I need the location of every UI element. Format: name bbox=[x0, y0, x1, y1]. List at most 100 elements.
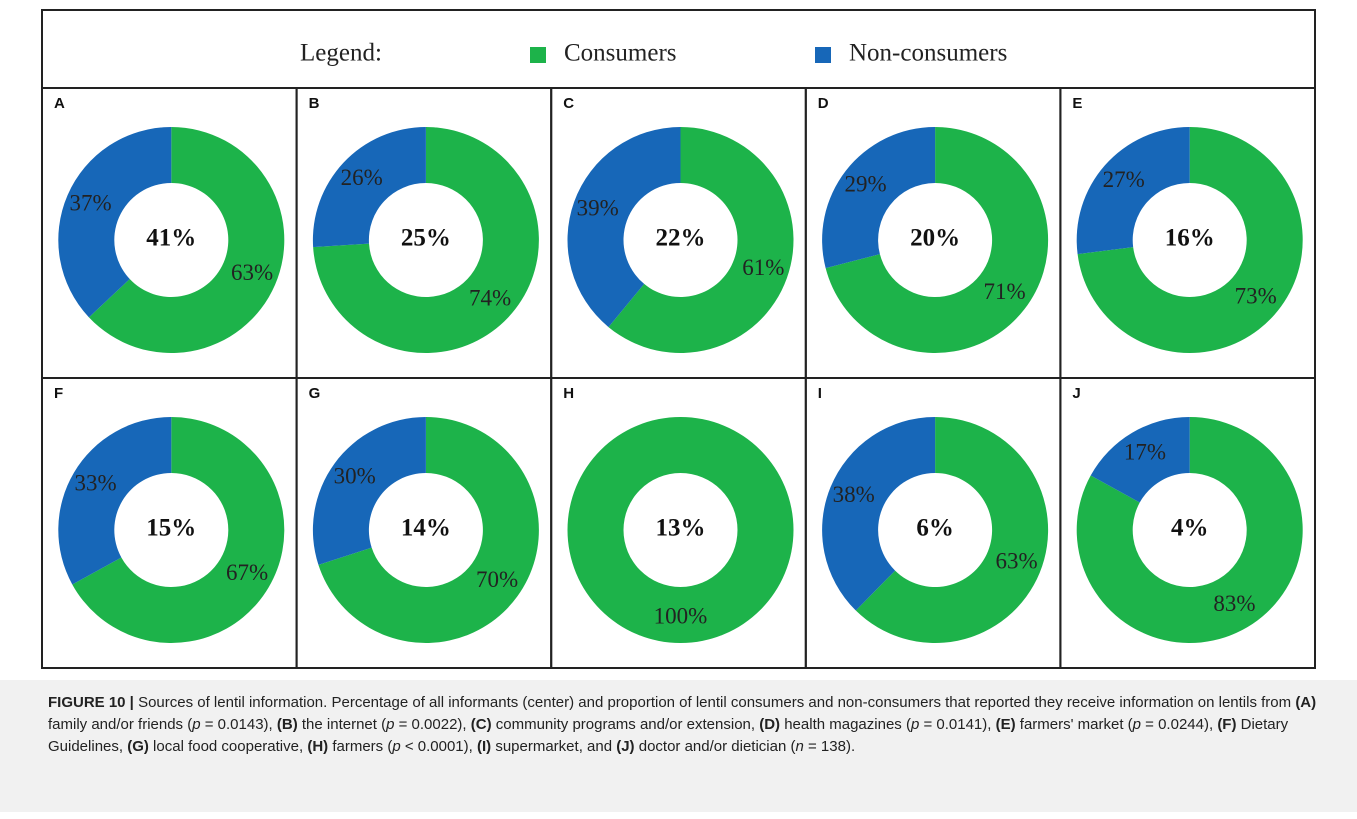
caption-text: (G) bbox=[127, 738, 149, 755]
figure: Legend: Consumers Non-consumers A 63% 37% 41%… bbox=[41, 9, 1317, 669]
caption-text: (F) bbox=[1217, 716, 1237, 733]
caption-text: < 0.0001), bbox=[400, 738, 477, 755]
caption-text: farmers' market ( bbox=[1015, 716, 1133, 733]
value-label: 74% bbox=[469, 286, 511, 311]
caption: FIGURE 10 | Sources of lentil informatio… bbox=[0, 680, 1357, 812]
caption-text: (D) bbox=[759, 716, 781, 733]
center-label: 4% bbox=[1171, 515, 1209, 542]
caption-text: local food cooperative, bbox=[148, 738, 308, 755]
legend-title: Legend: bbox=[300, 40, 382, 67]
center-label: 20% bbox=[910, 225, 960, 252]
caption-text: community programs and/or extension, bbox=[491, 716, 760, 733]
donut-segment bbox=[313, 127, 539, 354]
donut-segment bbox=[318, 417, 539, 644]
caption-text: p bbox=[386, 716, 395, 733]
caption-text: family and/or friends ( bbox=[48, 716, 193, 733]
donut-segment bbox=[822, 127, 936, 269]
donut-segment bbox=[1077, 127, 1303, 353]
value-label: 27% bbox=[1103, 167, 1145, 192]
donut-segment bbox=[567, 417, 794, 643]
caption-text: (A) bbox=[1295, 694, 1317, 711]
donut-segment bbox=[608, 127, 794, 353]
center-label: 22% bbox=[656, 225, 706, 252]
center-label: 14% bbox=[401, 515, 451, 542]
value-label: 39% bbox=[577, 195, 619, 220]
caption-text: the internet ( bbox=[297, 716, 387, 733]
caption-text: supermarket, and bbox=[491, 738, 617, 755]
legend-label: Non-consumers bbox=[849, 40, 1007, 67]
caption-text: farmers ( bbox=[328, 738, 393, 755]
donut-segment bbox=[855, 417, 1049, 643]
caption-text: (I) bbox=[476, 738, 492, 755]
caption-text: p bbox=[1132, 716, 1141, 733]
caption-text: (J) bbox=[616, 738, 635, 755]
caption-text: (C) bbox=[470, 716, 492, 733]
panel-letter: G bbox=[309, 385, 321, 402]
value-label: 29% bbox=[844, 171, 886, 196]
center-label: 6% bbox=[916, 515, 954, 542]
center-label: 15% bbox=[146, 515, 196, 542]
value-label: 100% bbox=[654, 603, 708, 628]
caption-text: p bbox=[910, 716, 920, 733]
caption-text: health magazines ( bbox=[780, 716, 911, 733]
legend-swatch bbox=[815, 47, 831, 63]
caption-text: (E) bbox=[995, 716, 1016, 733]
panel-letter: J bbox=[1072, 385, 1080, 402]
value-label: 67% bbox=[226, 560, 268, 585]
donut-segment bbox=[1090, 417, 1190, 503]
panel-letter: B bbox=[309, 95, 320, 112]
value-label: 83% bbox=[1213, 591, 1255, 616]
value-label: 26% bbox=[341, 165, 383, 190]
value-label: 71% bbox=[984, 279, 1026, 304]
value-label: 33% bbox=[74, 470, 116, 495]
donut-segment bbox=[822, 417, 936, 611]
donut-segment bbox=[567, 127, 681, 328]
center-label: 16% bbox=[1165, 225, 1215, 252]
donut-segment bbox=[312, 127, 426, 248]
value-label: 61% bbox=[742, 255, 784, 280]
value-label: 17% bbox=[1124, 440, 1166, 465]
caption-text: = 0.0143), bbox=[200, 716, 277, 733]
value-label: 73% bbox=[1235, 283, 1277, 308]
caption-text: (H) bbox=[307, 738, 329, 755]
caption-text: = 138). bbox=[803, 738, 856, 755]
donut-segment bbox=[72, 417, 285, 643]
donut-segment bbox=[58, 417, 172, 585]
caption-text: doctor and/or dietician ( bbox=[634, 738, 796, 755]
legend-swatch bbox=[530, 47, 546, 63]
value-label: 63% bbox=[995, 549, 1037, 574]
caption-text: = 0.0022), bbox=[394, 716, 471, 733]
panel-letter: F bbox=[54, 385, 63, 402]
center-label: 41% bbox=[146, 225, 196, 252]
caption-text: = 0.0141), bbox=[919, 716, 996, 733]
donut-segment bbox=[88, 127, 285, 354]
caption-text: FIGURE 10 | bbox=[48, 694, 139, 711]
center-label: 13% bbox=[656, 515, 706, 542]
center-label: 25% bbox=[401, 225, 451, 252]
caption-text: Sources of lentil information. Percentag… bbox=[138, 694, 1296, 711]
panel-frame bbox=[1059, 377, 1317, 669]
caption-text: p bbox=[392, 738, 401, 755]
panel-letter: E bbox=[1072, 95, 1082, 112]
panel-letter: I bbox=[818, 385, 822, 402]
caption-text: = 0.0244), bbox=[1141, 716, 1218, 733]
caption-text: p bbox=[192, 716, 201, 733]
value-label: 63% bbox=[231, 260, 273, 285]
donut-segment bbox=[312, 417, 426, 565]
value-label: 37% bbox=[69, 190, 111, 215]
donut-segment bbox=[1076, 417, 1303, 643]
donut-segment bbox=[1076, 127, 1190, 255]
caption-text: n bbox=[795, 738, 804, 755]
legend-label: Consumers bbox=[564, 40, 677, 67]
panel-letter: A bbox=[54, 95, 65, 112]
panel-letter: C bbox=[563, 95, 574, 112]
donut-segment bbox=[825, 127, 1049, 354]
value-label: 70% bbox=[476, 567, 518, 592]
caption-text: (B) bbox=[276, 716, 298, 733]
donut-segment bbox=[58, 127, 172, 318]
value-label: 30% bbox=[334, 464, 376, 489]
panel-letter: D bbox=[818, 95, 829, 112]
caption-text: Dietary Guidelines, bbox=[48, 716, 1289, 755]
panel-letter: H bbox=[563, 385, 574, 402]
